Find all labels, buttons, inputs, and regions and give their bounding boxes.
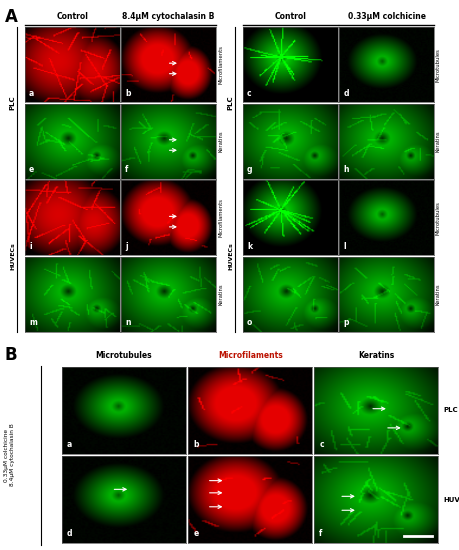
Text: l: l [343,242,346,251]
Text: Microtubules: Microtubules [95,351,152,360]
Text: p: p [343,318,349,327]
Text: Keratins: Keratins [358,351,394,360]
Text: 0.33μM colchicine
8.4μM cytochalasin B: 0.33μM colchicine 8.4μM cytochalasin B [4,424,15,487]
Text: f: f [125,165,129,174]
Text: PLC: PLC [227,96,234,111]
Text: Control: Control [274,12,306,21]
Text: h: h [343,165,349,174]
Text: n: n [125,318,131,327]
Text: Keratins: Keratins [218,130,223,152]
Text: e: e [193,529,198,538]
Text: c: c [247,89,252,98]
Text: i: i [29,242,32,251]
Text: HUVECs: HUVECs [10,243,15,270]
Text: PLC: PLC [9,96,16,111]
Text: Keratins: Keratins [436,284,441,305]
Text: a: a [67,440,72,449]
Text: f: f [319,529,323,538]
Text: B: B [5,346,17,365]
Text: Control: Control [56,12,88,21]
Text: HUVECs: HUVECs [228,243,233,270]
Text: PLC: PLC [443,408,458,414]
Text: Keratins: Keratins [436,130,441,152]
Text: b: b [193,440,199,449]
Text: Keratins: Keratins [218,284,223,305]
Text: o: o [247,318,252,327]
Text: e: e [29,165,34,174]
Text: d: d [343,89,349,98]
Text: 0.33μM colchicine: 0.33μM colchicine [347,12,425,21]
Text: Microfilaments: Microfilaments [218,45,223,84]
Text: Microfilaments: Microfilaments [218,351,283,360]
Text: m: m [29,318,37,327]
Text: c: c [319,440,324,449]
Text: j: j [125,242,128,251]
Text: Microfilaments: Microfilaments [218,199,223,238]
Text: Microtubules: Microtubules [436,48,441,81]
Text: a: a [29,89,34,98]
Text: HUVECs: HUVECs [443,497,459,503]
Text: g: g [247,165,252,174]
Text: d: d [67,529,73,538]
Text: k: k [247,242,252,251]
Text: A: A [5,8,17,26]
Text: Microtubules: Microtubules [436,201,441,235]
Text: b: b [125,89,131,98]
Text: 8.4μM cytochalasin B: 8.4μM cytochalasin B [123,12,215,21]
